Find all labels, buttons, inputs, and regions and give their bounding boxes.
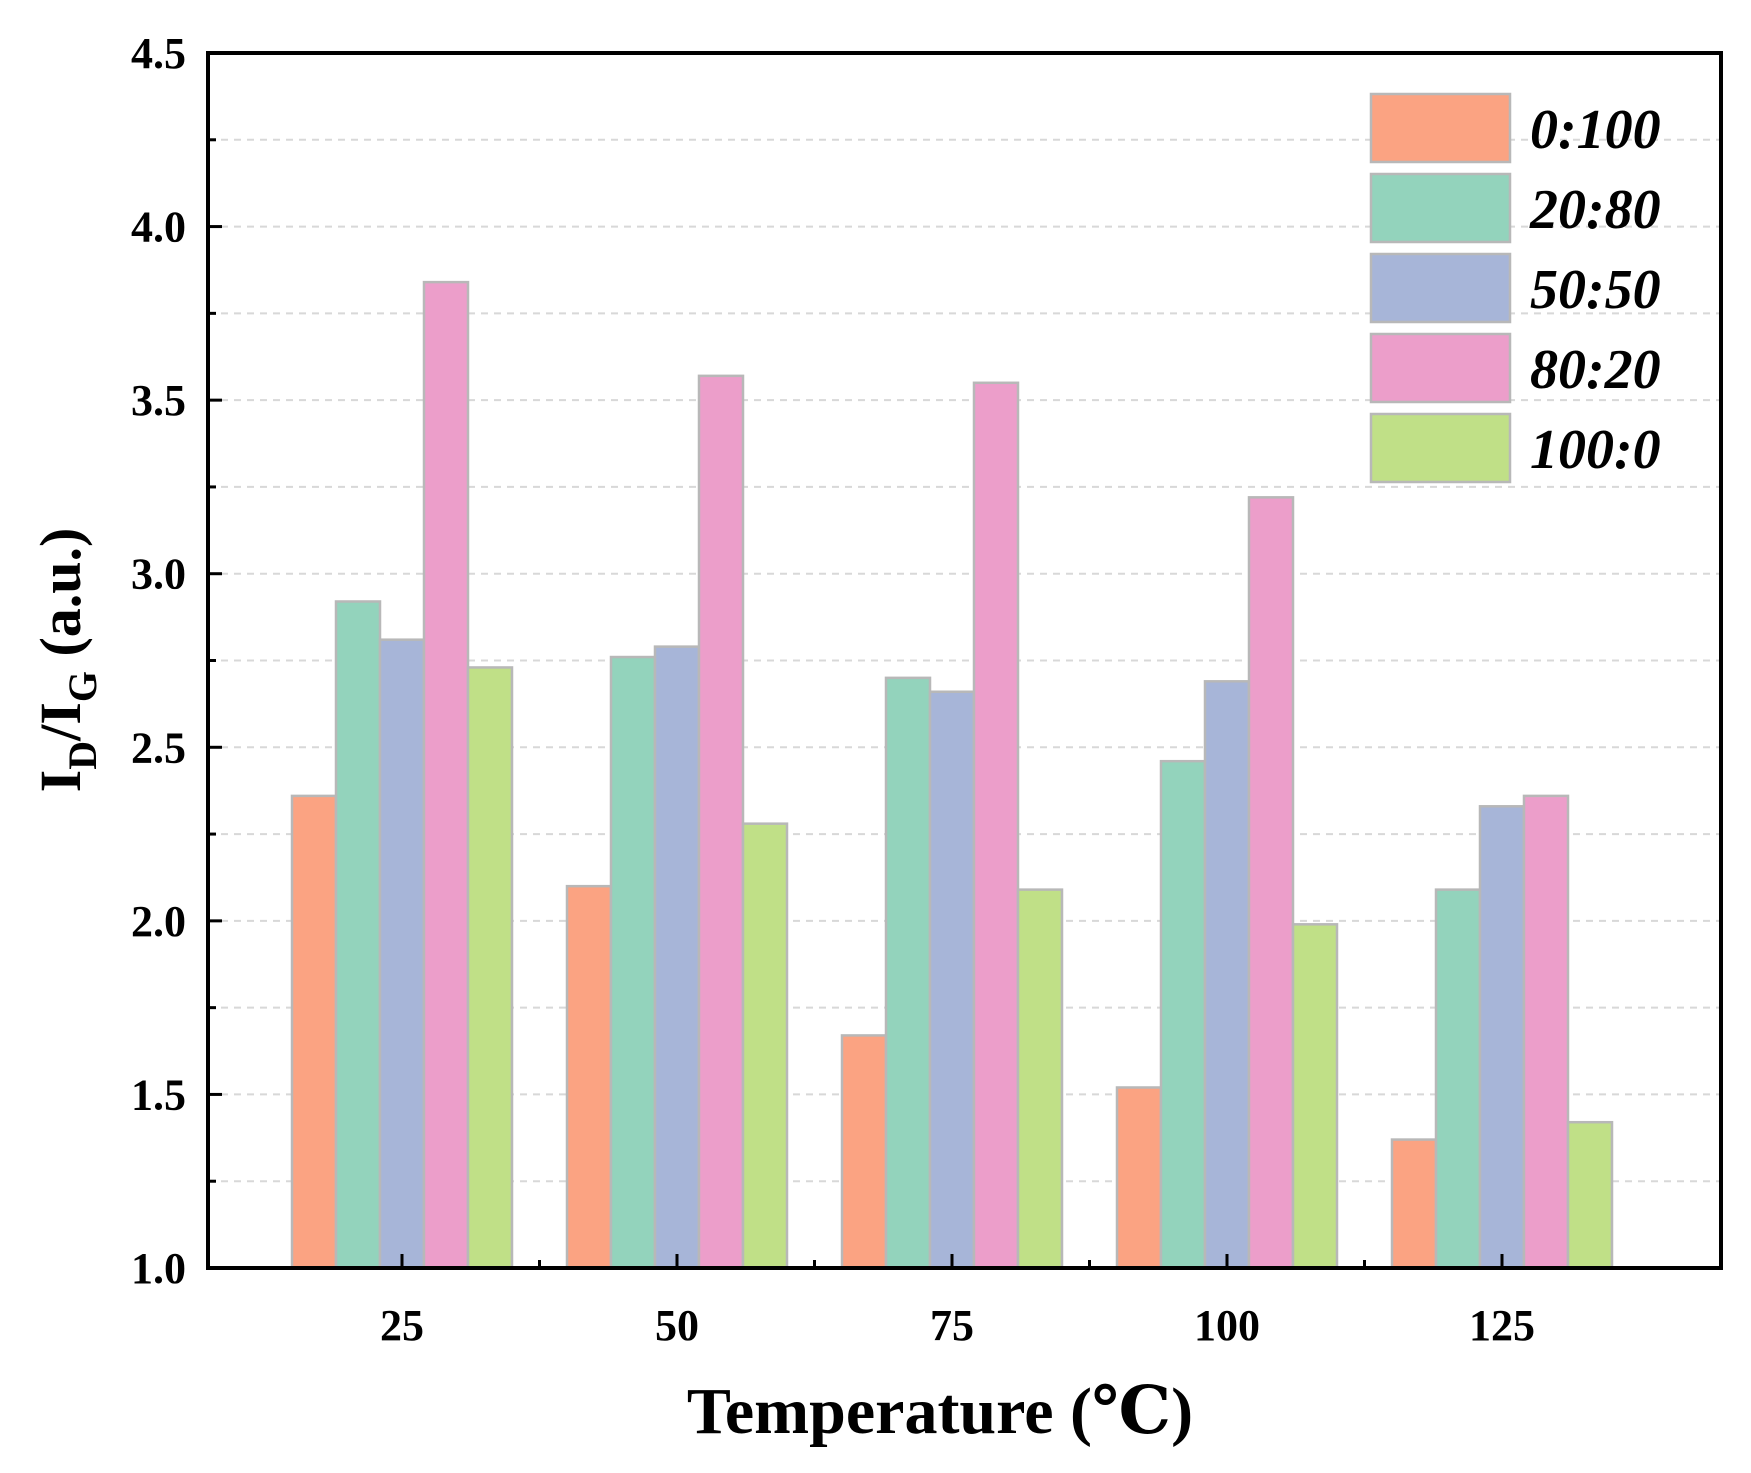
bar bbox=[1566, 1120, 1614, 1270]
bar bbox=[1291, 923, 1339, 1270]
y-tick-label: 4.5 bbox=[131, 29, 186, 78]
legend-swatch bbox=[1369, 332, 1512, 404]
bar bbox=[565, 884, 613, 1270]
y-tick-label: 2.5 bbox=[131, 723, 186, 772]
bar bbox=[334, 600, 382, 1270]
bar bbox=[1434, 888, 1482, 1270]
bar bbox=[1016, 888, 1064, 1270]
bar bbox=[1203, 680, 1251, 1270]
legend-swatch bbox=[1369, 412, 1512, 484]
bar bbox=[290, 794, 338, 1270]
bar bbox=[1159, 759, 1207, 1270]
legend-label: 20:80 bbox=[1529, 179, 1661, 241]
y-tick-label: 2.0 bbox=[131, 897, 186, 946]
y-tick-label: 1.5 bbox=[131, 1070, 186, 1119]
y-axis: 1.0 1.5 2.0 2.5 3.0 3.5 4.0 4.5 bbox=[131, 29, 222, 1293]
bar bbox=[1247, 496, 1295, 1270]
bar bbox=[653, 645, 701, 1270]
x-tick-label: 75 bbox=[930, 1301, 974, 1350]
bar bbox=[840, 1034, 888, 1270]
bar bbox=[741, 822, 789, 1270]
x-axis-title: Temperature (℃) bbox=[687, 1375, 1193, 1448]
bar bbox=[1390, 1138, 1438, 1270]
y-tick-label: 1.0 bbox=[131, 1244, 186, 1293]
legend-swatch bbox=[1369, 252, 1512, 324]
bars bbox=[290, 280, 1614, 1270]
y-tick-label: 4.0 bbox=[131, 203, 186, 252]
bar bbox=[609, 655, 657, 1270]
bar bbox=[884, 676, 932, 1270]
bar bbox=[466, 666, 514, 1270]
y-tick-label: 3.5 bbox=[131, 376, 186, 425]
y-tick-label: 3.0 bbox=[131, 550, 186, 599]
bar bbox=[378, 638, 426, 1270]
bar bbox=[928, 690, 976, 1270]
x-tick-label: 25 bbox=[380, 1301, 424, 1350]
legend-swatch bbox=[1369, 172, 1512, 244]
bar bbox=[422, 280, 470, 1270]
bar bbox=[972, 381, 1020, 1270]
y-axis-title: ID/IG (a.u.) bbox=[28, 528, 105, 793]
bar bbox=[697, 374, 745, 1270]
legend: 0:100 20:80 50:50 80:20 100:0 bbox=[1369, 92, 1661, 484]
bar bbox=[1522, 794, 1570, 1270]
x-axis: 25 50 75 100 125 bbox=[380, 1254, 1535, 1350]
legend-label: 0:100 bbox=[1530, 99, 1661, 161]
legend-swatch bbox=[1369, 92, 1512, 164]
bar bbox=[1115, 1086, 1163, 1270]
legend-label: 80:20 bbox=[1530, 339, 1661, 401]
legend-label: 100:0 bbox=[1530, 419, 1661, 481]
x-tick-label: 100 bbox=[1194, 1301, 1260, 1350]
x-tick-label: 125 bbox=[1469, 1301, 1535, 1350]
x-tick-label: 50 bbox=[655, 1301, 699, 1350]
bar bbox=[1478, 805, 1526, 1270]
legend-label: 50:50 bbox=[1530, 259, 1661, 321]
